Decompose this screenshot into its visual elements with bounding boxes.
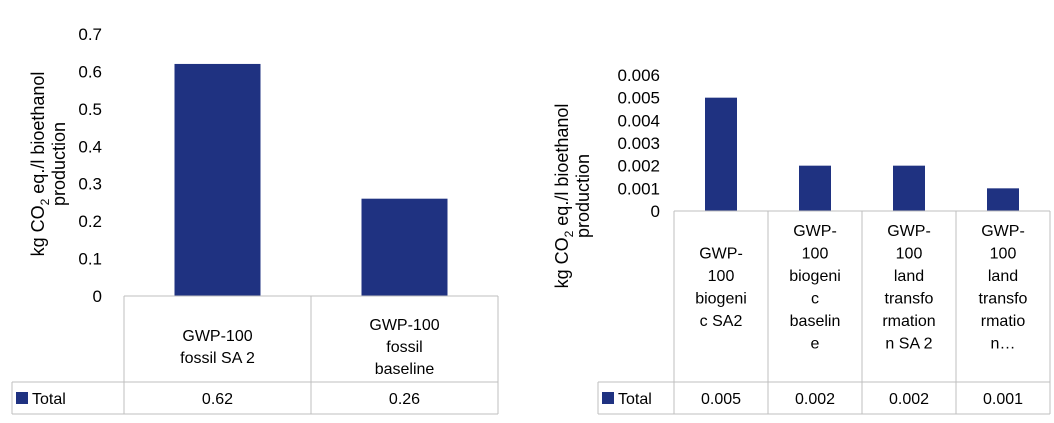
category-label-line: rmation bbox=[882, 313, 935, 330]
legend-label: Total bbox=[32, 391, 66, 408]
category-label-line: fossil bbox=[386, 339, 422, 356]
y-tick-label: 0.005 bbox=[617, 89, 660, 108]
y-tick-label: 0 bbox=[93, 287, 102, 306]
category-label-line: 100 bbox=[802, 246, 829, 263]
y-axis-label-subscript: 2 bbox=[562, 230, 576, 237]
bar-1 bbox=[705, 97, 737, 211]
y-tick-label: 0.002 bbox=[617, 157, 660, 176]
bar-2 bbox=[799, 165, 831, 211]
bar-2 bbox=[361, 198, 448, 296]
category-label: GWP- 100 biogeni c SA2 bbox=[695, 246, 747, 331]
category-label-line: GWP-100 bbox=[182, 328, 252, 345]
category-label: GWP- 100 land transfo rmation n SA 2 bbox=[882, 223, 935, 353]
y-tick-label: 0.7 bbox=[78, 25, 102, 44]
y-tick-label: 0.001 bbox=[617, 179, 660, 198]
category-label-line: land bbox=[894, 268, 924, 285]
category-label: GWP-100 fossil SA 2 bbox=[180, 328, 255, 367]
y-axis-label-line1: kg CO bbox=[28, 205, 48, 256]
category-label-line: e bbox=[811, 336, 820, 353]
category-label-line: baselin bbox=[790, 313, 841, 330]
y-tick-label: 0.4 bbox=[78, 137, 102, 156]
bar-1 bbox=[174, 63, 261, 296]
category-label-line: GWP- bbox=[699, 246, 743, 263]
y-axis-label-line1-rest: eq./l bioethanol bbox=[552, 104, 572, 231]
y-axis-label-subscript: 2 bbox=[38, 198, 52, 205]
category-label-line: transfo bbox=[979, 291, 1028, 308]
category-label-line: fossil SA 2 bbox=[180, 350, 255, 367]
y-tick-label: 0.2 bbox=[78, 212, 102, 231]
data-label: 0.001 bbox=[983, 391, 1023, 408]
y-tick-label: 0.003 bbox=[617, 134, 660, 153]
y-axis-label: kg CO2 eq./l bioethanolproduction bbox=[28, 72, 69, 257]
bar-4 bbox=[987, 188, 1019, 211]
bar-3 bbox=[893, 165, 925, 211]
y-tick-label: 0 bbox=[651, 202, 660, 221]
legend-swatch bbox=[602, 392, 614, 404]
y-axis-label-line1-rest: eq./l bioethanol bbox=[28, 72, 48, 199]
chart-1: 0 0.1 0.2 0.3 0.4 0.5 0.6 0.7 kg CO2 eq./l bioet… bbox=[11, 25, 499, 415]
category-label: GWP- 100 biogeni c baselin e bbox=[789, 223, 841, 353]
category-label-line: n SA 2 bbox=[885, 336, 932, 353]
category-label-line: 100 bbox=[708, 268, 735, 285]
chart-2: 0 0.001 0.002 0.003 0.004 0.005 0.006 kg CO2 eq… bbox=[552, 66, 1051, 415]
category-label-line: 100 bbox=[896, 246, 923, 263]
category-label: GWP- 100 land transfo rmatio n… bbox=[979, 223, 1028, 353]
y-tick-label: 0.5 bbox=[78, 100, 102, 119]
category-label-line: biogeni bbox=[695, 291, 747, 308]
y-tick-label: 0.3 bbox=[78, 175, 102, 194]
category-label-line: GWP- bbox=[981, 223, 1025, 240]
category-label-line: 100 bbox=[990, 246, 1017, 263]
data-label: 0.002 bbox=[795, 391, 835, 408]
category-label-line: GWP- bbox=[793, 223, 837, 240]
y-axis-label-line2: production bbox=[573, 154, 593, 238]
category-label-line: GWP-100 bbox=[369, 317, 439, 334]
y-tick-label: 0.004 bbox=[617, 111, 660, 130]
data-label: 0.002 bbox=[889, 391, 929, 408]
data-label: 0.005 bbox=[701, 391, 741, 408]
y-tick-label: 0.1 bbox=[78, 250, 102, 269]
y-axis-label-line2: production bbox=[49, 122, 69, 206]
y-axis-label: kg CO2 eq./l bioethanolproduction bbox=[552, 104, 593, 289]
data-label: 0.62 bbox=[202, 391, 233, 408]
category-label-line: n… bbox=[991, 336, 1016, 353]
legend-swatch bbox=[16, 392, 28, 404]
y-axis-label-line1: kg CO bbox=[552, 237, 572, 288]
category-label-line: baseline bbox=[375, 361, 435, 378]
y-tick-label: 0.6 bbox=[78, 62, 102, 81]
category-label-line: rmatio bbox=[981, 313, 1026, 330]
category-label-line: land bbox=[988, 268, 1018, 285]
category-label-line: c SA2 bbox=[700, 313, 743, 330]
category-label-line: biogeni bbox=[789, 268, 841, 285]
category-label-line: GWP- bbox=[887, 223, 931, 240]
legend-label: Total bbox=[618, 391, 652, 408]
category-label-line: c bbox=[811, 291, 819, 308]
data-label: 0.26 bbox=[389, 391, 420, 408]
category-label: GWP-100 fossil baseline bbox=[369, 317, 439, 378]
category-label-line: transfo bbox=[885, 291, 934, 308]
y-tick-label: 0.006 bbox=[617, 66, 660, 85]
